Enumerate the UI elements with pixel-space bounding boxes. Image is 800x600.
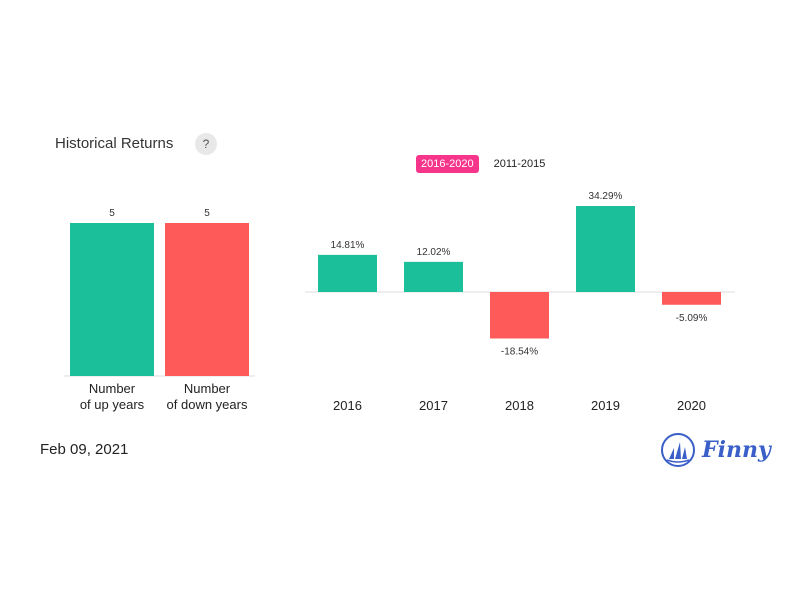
as-of-date: Feb 09, 2021	[40, 441, 129, 458]
bar-2017	[404, 261, 463, 292]
x-tick-label: 2019	[591, 398, 620, 413]
category-label: of up years	[80, 397, 145, 412]
sailboat-icon	[661, 433, 695, 467]
bar-up-years	[70, 223, 154, 376]
data-label: 5	[204, 208, 210, 219]
bar-2018	[490, 292, 549, 339]
x-tick-label: 2016	[333, 398, 362, 413]
category-label: of down years	[167, 397, 248, 412]
data-label: 34.29%	[589, 191, 623, 202]
bar-down-years	[165, 223, 249, 376]
bar-2016	[318, 254, 377, 292]
data-label: -18.54%	[501, 346, 538, 357]
data-label: 12.02%	[417, 247, 451, 258]
x-tick-label: 2017	[419, 398, 448, 413]
tab-2016-2020[interactable]: 2016-2020	[416, 155, 479, 173]
bar-2019	[576, 206, 635, 292]
category-label: Number	[184, 381, 231, 396]
tab-2011-2015[interactable]: 2011-2015	[493, 158, 546, 170]
x-tick-label: 2020	[677, 398, 706, 413]
x-tick-label: 2018	[505, 398, 534, 413]
data-label: -5.09%	[676, 313, 708, 324]
data-label: 5	[109, 208, 115, 219]
brand-name: Finny	[702, 437, 771, 463]
category-label: Number	[89, 381, 136, 396]
bar-2020	[662, 292, 721, 305]
chart-title: Historical Returns	[55, 135, 174, 152]
finny-logo: Finny	[660, 432, 771, 468]
help-icon[interactable]: ?	[195, 133, 217, 155]
data-label: 14.81%	[331, 240, 365, 251]
period-tabs: 2016-2020 2011-2015	[416, 155, 550, 173]
